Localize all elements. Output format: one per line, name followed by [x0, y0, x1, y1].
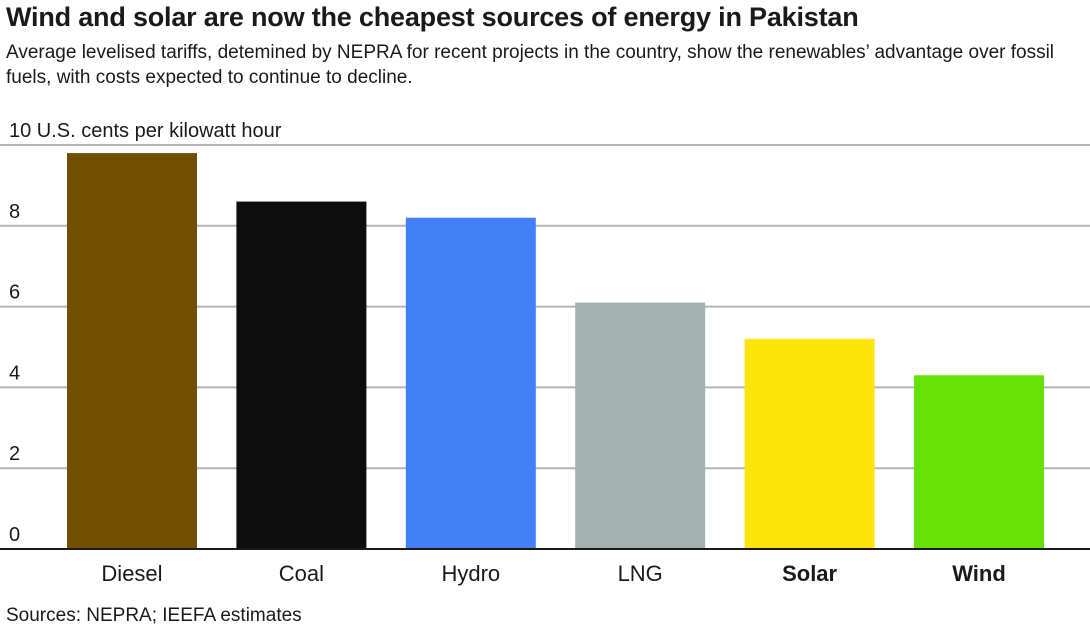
y-tick-label: 4: [9, 362, 20, 384]
source-note: Sources: NEPRA; IEEFA estimates: [6, 605, 302, 626]
y-tick-label: 8: [9, 201, 20, 223]
bar-wind: [914, 375, 1044, 549]
chart-subtitle: Average levelised tariffs, detemined by …: [6, 42, 1055, 88]
y-tick-label: 6: [9, 282, 20, 304]
chart-title: Wind and solar are now the cheapest sour…: [6, 2, 859, 32]
y-tick-label: 10 U.S. cents per kilowatt hour: [9, 120, 282, 142]
category-label-solar: Solar: [782, 561, 837, 586]
x-axis-categories: Diesel Coal Hydro LNG Solar Wind: [101, 561, 1005, 586]
category-label-lng: LNG: [618, 561, 663, 586]
y-tick-label: 0: [9, 524, 20, 546]
y-tick-label: 2: [9, 443, 20, 465]
bar-diesel: [67, 153, 197, 549]
bar-coal: [236, 201, 367, 549]
category-label-diesel: Diesel: [101, 561, 162, 586]
bar-hydro: [405, 217, 536, 549]
bar-lng: [575, 302, 706, 549]
y-axis-ticks: 0 2 4 6 8 10 U.S. cents per kilowatt hour: [9, 120, 282, 546]
bars: [67, 153, 1044, 549]
bar-solar: [744, 338, 875, 549]
category-label-coal: Coal: [279, 561, 324, 586]
category-label-wind: Wind: [952, 561, 1006, 586]
category-label-hydro: Hydro: [441, 561, 500, 586]
bar-chart: 0 2 4 6 8 10 U.S. cents per kilowatt hour Die…: [0, 120, 1090, 586]
